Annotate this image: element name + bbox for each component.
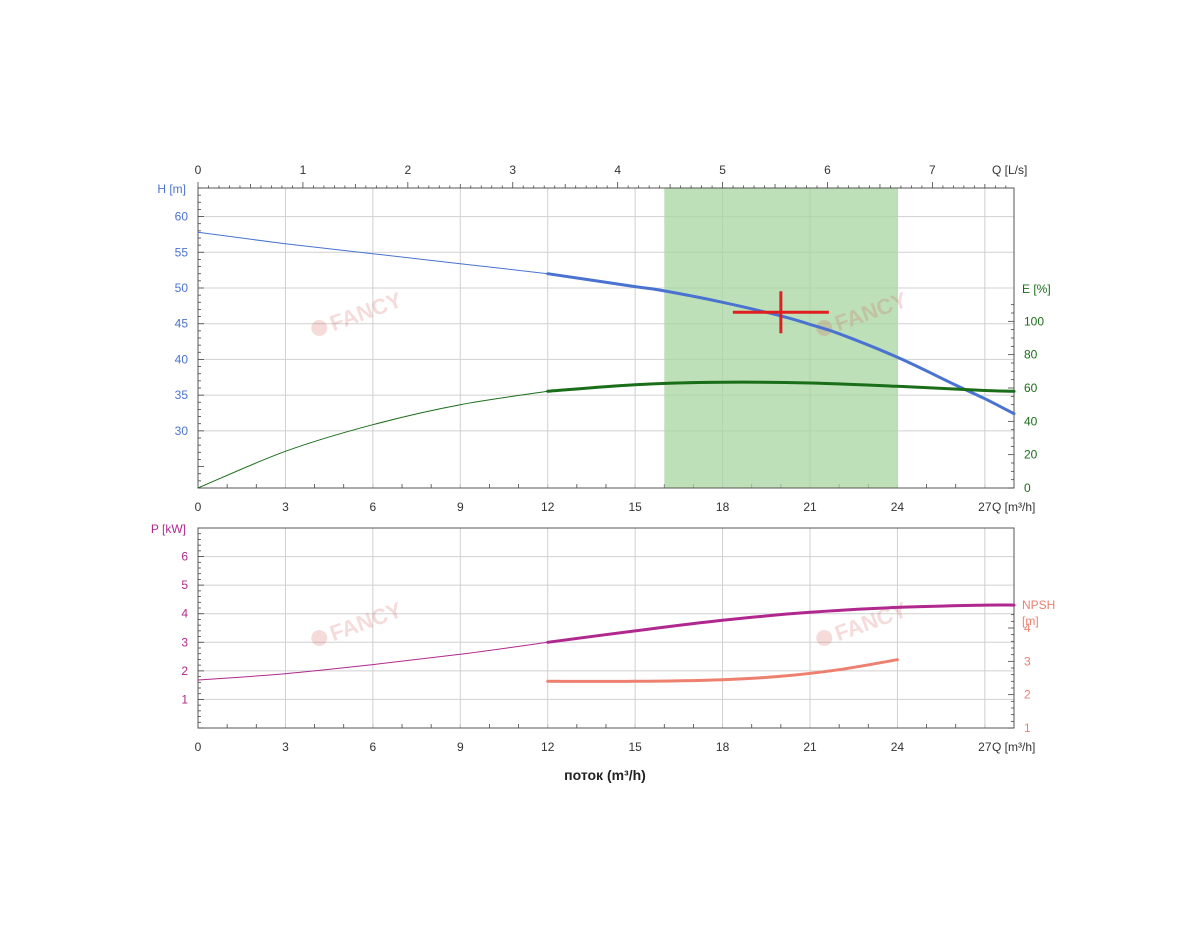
y-left-tick-label: 1	[181, 692, 188, 706]
y-left-axis-title: H [m]	[157, 182, 186, 196]
y-left-tick-label: 45	[175, 317, 189, 331]
x-tick-label: 27	[978, 500, 992, 514]
x-tick-label: 21	[803, 500, 817, 514]
x-top-tick-label: 6	[824, 163, 831, 177]
y-right-tick-label: 40	[1024, 414, 1038, 428]
x-tick-label: 3	[282, 740, 289, 754]
y-left-tick-label: 50	[175, 281, 189, 295]
y-left-axis-title: P [kW]	[151, 522, 186, 536]
watermark-icon	[311, 629, 328, 646]
x-tick-label: 6	[370, 500, 377, 514]
x-tick-label: 24	[891, 500, 905, 514]
y-left-tick-label: 60	[175, 210, 189, 224]
efficiency-range-band	[664, 188, 898, 488]
y-right-tick-label: 100	[1024, 314, 1044, 328]
x-tick-label: 15	[628, 740, 642, 754]
watermark-icon	[311, 319, 328, 336]
y-right-tick-label: 20	[1024, 448, 1038, 462]
x-axis-title: поток (m³/h)	[564, 767, 646, 783]
y-left-tick-label: 55	[175, 245, 189, 259]
y-right-tick-label: 3	[1024, 654, 1031, 668]
x-tick-label: 12	[541, 500, 555, 514]
y-left-tick-label: 3	[181, 635, 188, 649]
plot-area	[198, 528, 1014, 728]
x-axis-title: Q [m³/h]	[992, 500, 1035, 514]
x-tick-label: 18	[716, 740, 730, 754]
y-right-tick-label: 80	[1024, 348, 1038, 362]
x-tick-label: 6	[370, 740, 377, 754]
x-top-tick-label: 0	[195, 163, 202, 177]
x-tick-label: 9	[457, 500, 464, 514]
x-tick-label: 24	[891, 740, 905, 754]
x-top-tick-label: 5	[719, 163, 726, 177]
power-curve-thin	[197, 641, 548, 681]
y-right-tick-label: 60	[1024, 381, 1038, 395]
x-tick-label: 18	[716, 500, 730, 514]
watermark-icon	[816, 629, 833, 646]
y-left-tick-label: 4	[181, 607, 188, 621]
x-top-tick-label: 2	[404, 163, 411, 177]
y-right-axis-title-line2: [m]	[1022, 614, 1039, 628]
head-curve-thin	[197, 231, 548, 275]
x-tick-label: 21	[803, 740, 817, 754]
y-left-tick-label: 2	[181, 664, 188, 678]
x-tick-label: 0	[195, 500, 202, 514]
y-right-tick-label: 1	[1024, 721, 1031, 735]
x-top-tick-label: 7	[929, 163, 936, 177]
x-top-tick-label: 3	[509, 163, 516, 177]
y-right-tick-label: 2	[1024, 688, 1031, 702]
efficiency-curve-thin	[197, 390, 548, 489]
y-right-tick-label: 4	[1024, 621, 1031, 635]
y-left-tick-label: 40	[175, 352, 189, 366]
y-left-tick-label: 6	[181, 550, 188, 564]
x-top-tick-label: 4	[614, 163, 621, 177]
x-tick-label: 3	[282, 500, 289, 514]
x-tick-label: 9	[457, 740, 464, 754]
efficiency-curve-thick	[546, 380, 1016, 393]
y-right-axis-title: E [%]	[1022, 282, 1051, 296]
npsh-curve-thick	[546, 658, 899, 683]
y-left-tick-label: 5	[181, 578, 188, 592]
x-top-tick-label: 1	[300, 163, 307, 177]
x-tick-label: 27	[978, 740, 992, 754]
x-top-axis-title: Q [L/s]	[992, 163, 1027, 177]
y-right-tick-label: 0	[1024, 481, 1031, 495]
x-tick-label: 12	[541, 740, 555, 754]
x-tick-label: 0	[195, 740, 202, 754]
x-tick-label: 15	[628, 500, 642, 514]
power-curve-thick	[546, 603, 1016, 644]
x-axis-title: Q [m³/h]	[992, 740, 1035, 754]
y-right-axis-title-line1: NPSH	[1022, 598, 1055, 612]
y-left-tick-label: 30	[175, 424, 189, 438]
y-left-tick-label: 35	[175, 388, 189, 402]
